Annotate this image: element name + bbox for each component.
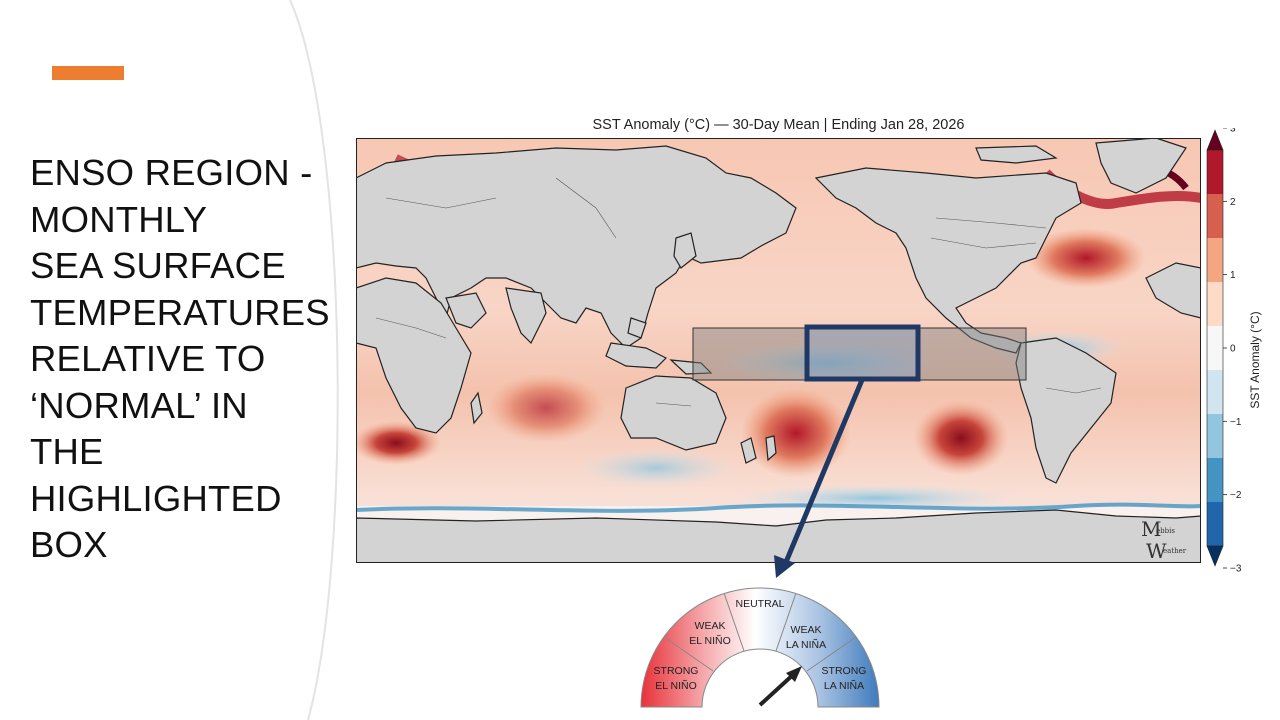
colorbar-band bbox=[1207, 282, 1223, 327]
slide-title: ENSO REGION - MONTHLY SEA SURFACE TEMPER… bbox=[30, 150, 330, 569]
map-title: SST Anomaly (°C) — 30-Day Mean | Ending … bbox=[592, 117, 965, 133]
title-line: SEA SURFACE bbox=[30, 245, 286, 286]
gauge-label-strong-la-nina-line1: STRONG bbox=[822, 665, 867, 677]
title-line: BOX bbox=[30, 524, 108, 565]
gauge-label-neutral: NEUTRAL bbox=[735, 598, 784, 610]
gauge-arc bbox=[640, 587, 880, 708]
title-line: MONTHLY bbox=[30, 198, 208, 240]
gauge-needle bbox=[758, 666, 802, 707]
enso-gauge: STRONG EL NIÑO WEAK EL NIÑO NEUTRAL WEAK… bbox=[640, 587, 880, 708]
title-line: RELATIVE TO bbox=[30, 338, 266, 379]
gauge-label-weak-el-nino-line2: EL NIÑO bbox=[689, 634, 731, 647]
colorbar-tick-label: 2 bbox=[1230, 197, 1236, 208]
logo-letter-w: W bbox=[1146, 539, 1167, 563]
gauge-label-weak-el-nino-line1: WEAK bbox=[695, 620, 726, 632]
title-line: ‘NORMAL’ IN bbox=[30, 384, 248, 426]
gauge-label-strong-el-nino-line1: STRONG bbox=[654, 665, 699, 677]
colorbar-extend-min bbox=[1206, 545, 1224, 567]
gauge-label-strong-la-nina-line2: LA NIÑA bbox=[824, 679, 864, 692]
sst-anomaly-map: M ebbis W eather bbox=[356, 138, 1201, 563]
gauge-dividers bbox=[663, 592, 857, 672]
colorbar-band bbox=[1207, 370, 1223, 415]
colorbar-band bbox=[1207, 150, 1223, 195]
colorbar-band bbox=[1207, 238, 1223, 283]
colorbar: 3 2 1 0 −1 −2 −3 bbox=[1206, 128, 1242, 575]
title-line: HIGHLIGHTED bbox=[30, 477, 282, 519]
gauge-label-weak-la-nina-line2: LA NIÑA bbox=[786, 638, 826, 651]
colorbar-tick-label: −1 bbox=[1230, 417, 1242, 428]
gauge-label-strong-el-nino-line2: EL NIÑO bbox=[655, 679, 697, 692]
country-borders bbox=[375, 177, 1102, 407]
colorbar-tick-label: 1 bbox=[1230, 270, 1236, 281]
logo-text-bottom: eather bbox=[1163, 547, 1187, 555]
colorbar-tick-label: 3 bbox=[1230, 128, 1236, 135]
colorbar-band bbox=[1207, 414, 1223, 459]
logo-letter-m: M bbox=[1141, 517, 1161, 541]
colorbar-ticks: 3 2 1 0 −1 −2 −3 bbox=[1223, 128, 1242, 575]
colorbar-tick-label: −3 bbox=[1230, 564, 1242, 575]
colorbar-tick-label: 0 bbox=[1230, 344, 1236, 355]
colorbar-tick-label: −2 bbox=[1230, 490, 1242, 501]
colorbar-band bbox=[1207, 326, 1223, 371]
title-line: TEMPERATURES bbox=[30, 291, 330, 333]
accent-bar bbox=[52, 66, 124, 80]
gauge-label-weak-la-nina-line1: WEAK bbox=[791, 624, 822, 636]
nino34-box bbox=[804, 324, 921, 382]
logo-text-top: ebbis bbox=[1156, 527, 1175, 535]
colorbar-band bbox=[1207, 502, 1223, 547]
title-line: ENSO REGION - bbox=[30, 152, 313, 193]
mebbis-weather-logo: M ebbis W eather bbox=[1141, 517, 1187, 563]
slide-background-curve bbox=[0, 0, 339, 720]
colorbar-band bbox=[1207, 458, 1223, 503]
colorbar-stripes bbox=[1206, 129, 1224, 567]
enso-region-box bbox=[692, 327, 1027, 381]
land-masses bbox=[356, 138, 1201, 563]
colorbar-band bbox=[1207, 194, 1223, 239]
colorbar-extend-max bbox=[1206, 129, 1224, 151]
colorbar-label: SST Anomaly (°C) bbox=[1248, 311, 1262, 409]
title-line: THE bbox=[30, 431, 104, 472]
